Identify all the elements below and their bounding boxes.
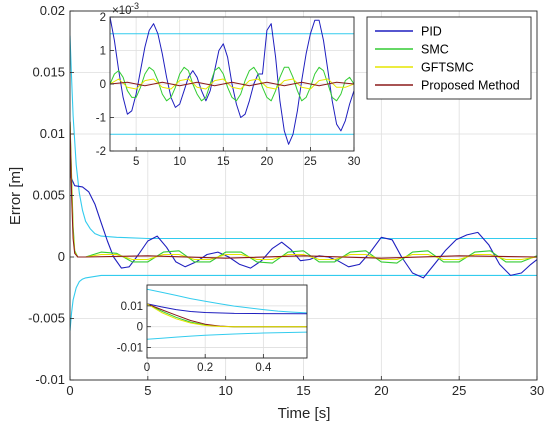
bot-plot-area xyxy=(147,285,307,358)
top-x-tick-label: 15 xyxy=(217,156,230,168)
main-y-tick-label: 0 xyxy=(58,249,65,264)
legend: PID SMC GFTSMC Proposed Method xyxy=(366,16,532,100)
main-y-tick-label: -0.01 xyxy=(35,372,65,387)
bot-y-tick-label: -0.01 xyxy=(117,343,143,355)
top-series-smc xyxy=(110,66,354,102)
top-exponent-power: -3 xyxy=(131,1,139,11)
x-axis-label: Time [s] xyxy=(278,405,331,422)
top-y-tick-label: -1 xyxy=(96,113,106,125)
top-y-tick-label: -2 xyxy=(96,146,106,158)
main-series-proposed-method xyxy=(70,121,537,259)
top-series-gftsmc xyxy=(110,78,354,90)
top-x-tick-label: 25 xyxy=(304,156,317,168)
bot-x-tick-label: 0.4 xyxy=(255,362,272,374)
top-x-tick-label: 10 xyxy=(173,156,186,168)
top-y-tick-label: 2 xyxy=(100,12,106,24)
main-y-tick-label: 0.01 xyxy=(40,126,65,141)
main-y-tick-label: -0.005 xyxy=(28,311,65,326)
top-series-pid xyxy=(110,17,354,145)
legend-label-proposed-method: Proposed Method xyxy=(421,79,520,93)
top-x-tick-label: 30 xyxy=(348,156,361,168)
main-y-tick-label: 0.02 xyxy=(40,3,65,18)
main-y-tick-label: 0.015 xyxy=(32,65,65,80)
top-x-tick-label: 5 xyxy=(133,156,139,168)
top-series-proposed-method xyxy=(110,81,354,87)
main-x-tick-label: 20 xyxy=(374,383,388,398)
top-exponent-label: ×10 xyxy=(112,5,132,17)
bot-x-tick-label: 0.2 xyxy=(197,362,213,374)
main-x-tick-label: 25 xyxy=(452,383,466,398)
y-axis-label: Error [m] xyxy=(7,167,24,225)
top-x-tick-label: 20 xyxy=(260,156,273,168)
bot-y-tick-label: 0 xyxy=(137,322,143,334)
main-series-gftsmc xyxy=(70,121,537,261)
bot-axes-frame xyxy=(146,284,308,359)
main-x-tick-label: 5 xyxy=(144,383,151,398)
main-x-tick-label: 15 xyxy=(296,383,310,398)
main-series-upper-bound xyxy=(70,35,537,240)
bot-series-pid xyxy=(147,303,307,315)
main-series-smc xyxy=(70,121,537,264)
legend-label-pid: PID xyxy=(421,25,442,39)
bot-series-lower-bound xyxy=(147,331,307,340)
inset-top-plot: 5 10 15 20 25 30 -2 -1 0 1 2 ×10 -3 xyxy=(96,1,361,168)
main-x-tick-label: 0 xyxy=(66,383,73,398)
main-x-tick-label: 10 xyxy=(218,383,232,398)
legend-label-smc: SMC xyxy=(421,43,449,57)
main-y-tick-label: 0.005 xyxy=(32,188,65,203)
top-y-tick-label: 0 xyxy=(100,79,106,91)
bot-y-tick-label: 0.01 xyxy=(121,301,143,313)
legend-label-gftsmc: GFTSMC xyxy=(421,61,474,75)
top-y-tick-label: 1 xyxy=(100,46,106,58)
main-series-pid xyxy=(70,121,537,279)
bot-x-tick-label: 0 xyxy=(144,362,150,374)
main-series-lower-bound xyxy=(70,274,537,331)
bot-series-upper-bound xyxy=(147,288,307,314)
main-x-tick-label: 30 xyxy=(530,383,544,398)
bot-series-gftsmc xyxy=(147,303,307,328)
